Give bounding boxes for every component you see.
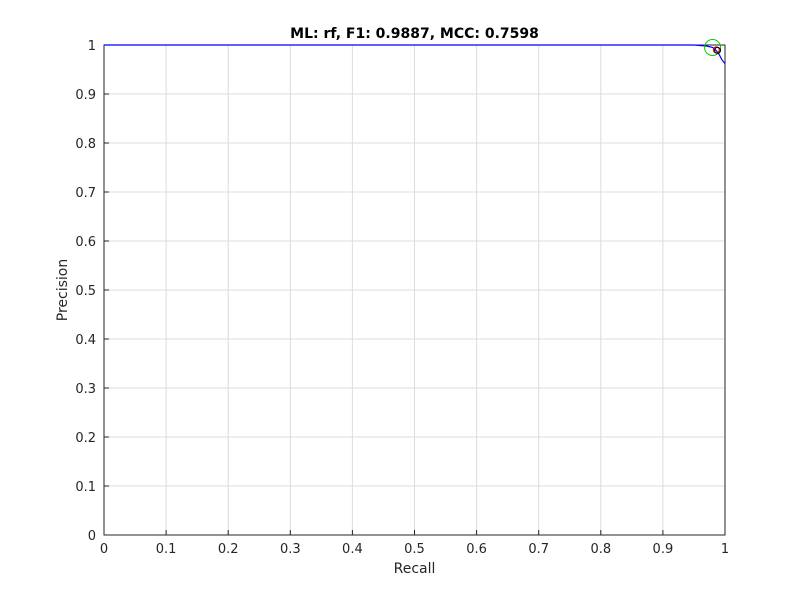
- y-axis-label: Precision: [55, 259, 71, 321]
- y-tick-label: 1: [88, 39, 96, 54]
- x-tick-label: 0.4: [342, 542, 363, 557]
- x-tick-label: 0: [100, 542, 108, 557]
- y-tick-label: 0.4: [75, 333, 96, 348]
- x-axis-ticks: 0 0.1 0.2 0.3 0.4 0.5 0.6 0.7 0.8 0.9 1: [100, 530, 729, 557]
- y-tick-label: 0.5: [75, 284, 96, 299]
- operating-point-marker: [714, 46, 722, 54]
- y-tick-label: 0.7: [75, 186, 96, 201]
- grid-lines: [104, 45, 725, 535]
- x-tick-label: 1: [721, 542, 729, 557]
- y-tick-label: 0: [88, 529, 96, 544]
- y-tick-label: 0.8: [75, 137, 96, 152]
- x-tick-label: 0.1: [156, 542, 177, 557]
- x-tick-label: 0.8: [590, 542, 611, 557]
- y-tick-label: 0.2: [75, 431, 96, 446]
- x-tick-label: 0.5: [404, 542, 425, 557]
- marker-layer: [704, 38, 722, 56]
- x-tick-label: 0.6: [466, 542, 487, 557]
- y-tick-label: 0.9: [75, 88, 96, 103]
- x-tick-label: 0.2: [218, 542, 239, 557]
- y-tick-label: 0.6: [75, 235, 96, 250]
- pr-curve-line: [104, 44, 726, 64]
- series-layer: [104, 44, 726, 64]
- chart-title: ML: rf, F1: 0.9887, MCC: 0.7598: [290, 26, 539, 42]
- x-tick-label: 0.9: [653, 542, 674, 557]
- y-tick-label: 0.3: [75, 382, 96, 397]
- y-axis-ticks: 0 0.1 0.2 0.3 0.4 0.5 0.6 0.7 0.8 0.9 1: [75, 39, 109, 544]
- x-axis-label: Recall: [394, 561, 436, 577]
- x-tick-label: 0.7: [528, 542, 549, 557]
- y-tick-label: 0.1: [75, 480, 96, 495]
- x-tick-label: 0.3: [280, 542, 301, 557]
- operating-point-marker: [704, 38, 722, 56]
